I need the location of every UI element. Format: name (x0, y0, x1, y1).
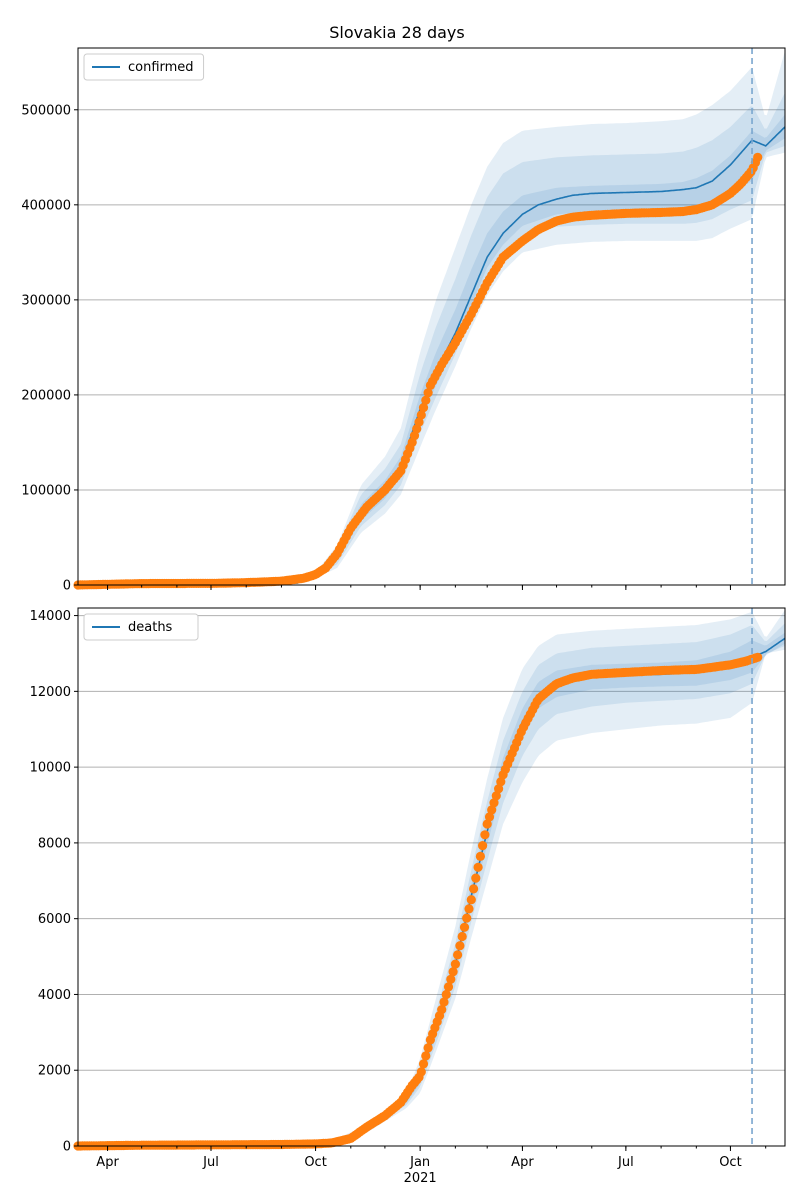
confirmed-observed-point (418, 403, 429, 413)
confirmed-y-tick-label: 500000 (21, 103, 71, 118)
confirmed-panel: 0 100000 200000 300000 400000 500000 confirme… (21, 47, 786, 594)
confirmed-legend-label: confirmed (128, 60, 194, 75)
deaths-legend-box (83, 613, 199, 641)
deaths-observed-point (441, 989, 451, 1000)
confirmed-observed-points (73, 152, 763, 590)
deaths-observed-point (450, 959, 460, 969)
deaths-y-tick-label: 12000 (30, 685, 71, 700)
confirmed-axes-frame (77, 47, 786, 586)
deaths-y-tick-label: 8000 (38, 836, 71, 851)
deaths-legend-label: deaths (128, 620, 173, 635)
deaths-x-tick-label: Jul (202, 1155, 219, 1170)
deaths-observed-point (421, 1051, 431, 1061)
confirmed-observed-point (421, 395, 431, 405)
deaths-axes-frame (77, 607, 786, 1147)
confirmed-y-tick-label: 300000 (21, 293, 71, 308)
deaths-y-tick-label: 14000 (30, 609, 71, 624)
confirmed-band-1 (78, 50, 785, 585)
deaths-x-tick-label: Jul (617, 1155, 634, 1170)
deaths-observed-point (491, 791, 501, 801)
deaths-observed-point (462, 913, 472, 923)
deaths-observed-point (459, 922, 470, 932)
confirmed-observed-point (416, 410, 426, 420)
deaths-observed-point (448, 967, 458, 977)
deaths-y-tick-label: 6000 (38, 912, 71, 927)
confirmed-observed-point (423, 388, 433, 398)
deaths-observed-point (482, 819, 492, 829)
deaths-observed-point (494, 784, 504, 794)
confirmed-y-tick-label: 0 (63, 579, 71, 594)
confirmed-y-tick-label: 200000 (21, 388, 71, 403)
deaths-observed-point (469, 884, 479, 894)
deaths-x-year-label: 2021 (404, 1171, 437, 1186)
deaths-observed-point (443, 982, 454, 992)
deaths-observed-point (464, 904, 474, 914)
confirmed-y-axis: 0 100000 200000 300000 400000 500000 (21, 103, 78, 594)
deaths-observed-point (439, 997, 449, 1007)
deaths-y-tick-label: 10000 (30, 761, 71, 776)
deaths-observed-point (484, 812, 495, 822)
deaths-panel: 0 2000 4000 6000 8000 10000 12000 14000 Apr Jul O… (30, 607, 786, 1186)
confirmed-legend-box (83, 53, 205, 81)
deaths-observed-point (753, 652, 763, 662)
deaths-observed-point (457, 931, 467, 942)
deaths-x-tick-label: Oct (304, 1155, 326, 1170)
deaths-observed-point (437, 1005, 447, 1015)
confirmed-legend: confirmed (83, 53, 205, 81)
deaths-observed-point (446, 974, 456, 984)
deaths-observed-point (466, 895, 476, 905)
deaths-observed-point (418, 1059, 429, 1069)
figure-title: Slovakia 28 days (329, 23, 464, 42)
deaths-observed-point (478, 841, 488, 851)
deaths-observed-point (489, 798, 499, 808)
deaths-observed-point (453, 950, 463, 960)
deaths-observed-point (496, 777, 506, 787)
deaths-uncertainty-bands (78, 609, 785, 1146)
deaths-y-tick-label: 0 (63, 1140, 71, 1155)
deaths-observed-point (455, 941, 465, 951)
confirmed-observed-point (414, 417, 424, 427)
confirmed-y-tick-label: 400000 (21, 198, 71, 213)
deaths-x-tick-label: Oct (719, 1155, 741, 1170)
deaths-x-tick-label: Jan (409, 1155, 430, 1170)
deaths-observed-point (471, 873, 481, 883)
deaths-observed-points (73, 652, 763, 1151)
deaths-observed-point (416, 1067, 426, 1077)
confirmed-uncertainty-bands (78, 50, 785, 585)
confirmed-x-axis (107, 585, 767, 590)
confirmed-observed-point (753, 152, 763, 162)
deaths-observed-point (487, 805, 497, 815)
deaths-x-tick-label: Apr (96, 1155, 119, 1170)
deaths-observed-point (473, 862, 483, 872)
deaths-legend: deaths (83, 613, 199, 641)
deaths-x-tick-label: Apr (511, 1155, 534, 1170)
deaths-observed-point (475, 851, 485, 862)
confirmed-y-tick-label: 100000 (21, 483, 71, 498)
deaths-observed-point (423, 1043, 433, 1053)
deaths-y-tick-label: 2000 (38, 1064, 71, 1079)
deaths-y-axis: 0 2000 4000 6000 8000 10000 12000 14000 (30, 609, 78, 1155)
deaths-observed-point (480, 830, 490, 840)
deaths-y-tick-label: 4000 (38, 988, 71, 1003)
